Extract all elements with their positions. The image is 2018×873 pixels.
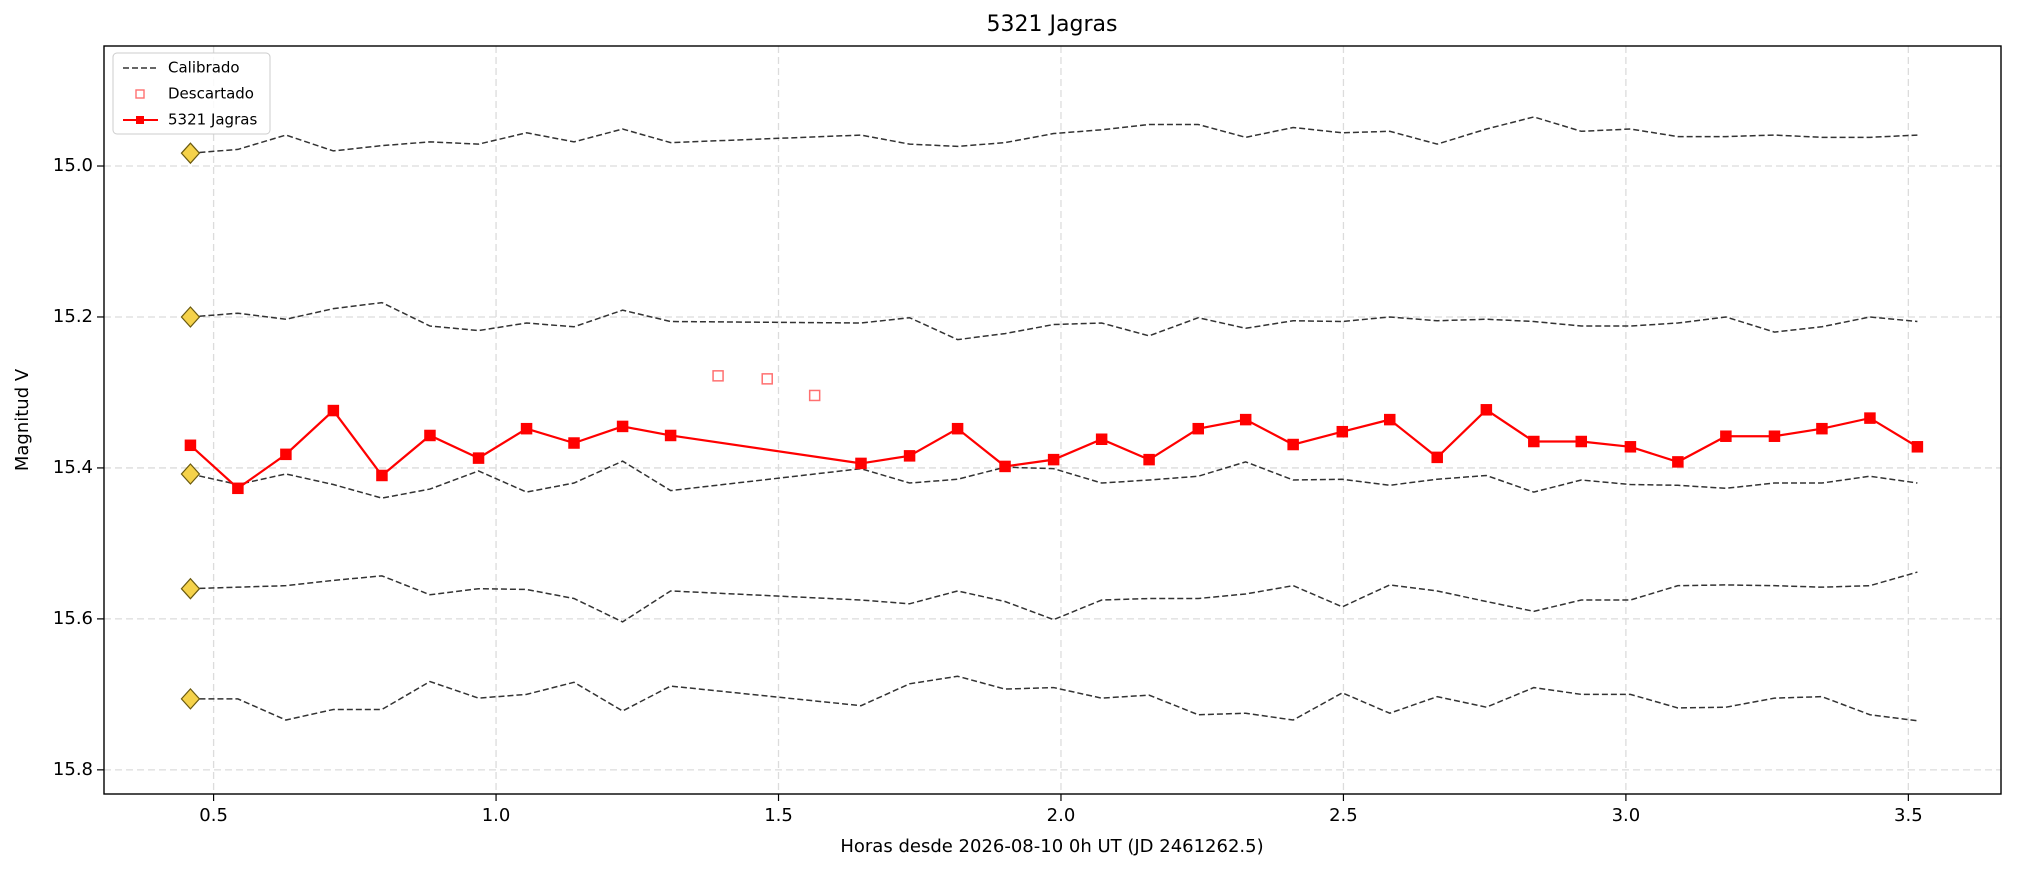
comparison-line xyxy=(190,301,1918,341)
x-axis-label: Horas desde 2026-08-10 0h UT (JD 2461262… xyxy=(840,836,1263,857)
target-point xyxy=(1816,422,1828,435)
comparison-line xyxy=(190,675,1918,722)
target-point xyxy=(1624,441,1637,453)
target-point xyxy=(664,429,677,442)
target-point xyxy=(1575,435,1588,448)
target-point xyxy=(616,420,629,433)
target-point xyxy=(1480,404,1493,416)
x-tick-label: 2.0 xyxy=(1047,805,1076,826)
target-point xyxy=(1864,412,1876,424)
target-point xyxy=(568,437,580,449)
target-point xyxy=(1336,425,1349,438)
x-tick-label: 0.5 xyxy=(199,805,228,826)
target-point xyxy=(951,422,964,435)
legend-swatch xyxy=(136,116,144,124)
y-tick-label: 15.2 xyxy=(53,306,93,327)
comparison-line xyxy=(190,460,1918,499)
legend-label: Descartado xyxy=(168,85,254,103)
comparison-start-marker xyxy=(180,687,201,710)
comparison-line xyxy=(190,571,1918,623)
target-point xyxy=(1047,453,1060,466)
discarded-point xyxy=(808,389,821,402)
target-point xyxy=(1192,422,1204,435)
discarded-point xyxy=(712,370,724,382)
target-point xyxy=(1720,430,1732,442)
comparison-start-marker xyxy=(180,142,201,165)
target-point xyxy=(327,404,340,417)
x-tick-label: 2.5 xyxy=(1329,805,1358,826)
target-point xyxy=(1431,451,1443,464)
target-point xyxy=(1528,435,1540,448)
target-point xyxy=(472,452,485,464)
target-point xyxy=(999,460,1011,473)
plot-frame xyxy=(103,45,2002,795)
target-point xyxy=(424,429,436,442)
comparison-start-marker xyxy=(180,306,201,328)
discarded-point xyxy=(761,373,773,385)
target-point xyxy=(1911,441,1924,453)
y-axis-label: Magnitud V xyxy=(12,368,33,471)
target-point xyxy=(280,448,292,461)
comparison-line xyxy=(190,116,1918,154)
target-point xyxy=(376,469,388,482)
target-point xyxy=(1095,433,1108,445)
target-point xyxy=(1384,413,1396,426)
y-tick-label: 15.4 xyxy=(53,457,93,478)
target-point xyxy=(520,422,533,435)
target-point xyxy=(1143,453,1155,466)
y-tick-label: 15.8 xyxy=(53,759,93,780)
target-point xyxy=(232,482,244,495)
legend-box xyxy=(112,52,271,135)
x-tick-label: 3.5 xyxy=(1894,805,1923,826)
target-point xyxy=(1768,430,1781,442)
target-point xyxy=(855,457,867,470)
comparison-start-marker xyxy=(180,463,201,485)
legend-label: 5321 Jagras xyxy=(168,111,257,129)
target-point xyxy=(1239,413,1252,426)
target-point xyxy=(1287,438,1299,451)
comparison-start-marker xyxy=(180,577,201,600)
target-line xyxy=(189,408,1918,490)
y-tick-label: 15.0 xyxy=(53,155,93,176)
target-point xyxy=(1672,456,1684,468)
legend-label: Calibrado xyxy=(168,59,240,77)
x-tick-label: 1.0 xyxy=(482,805,511,826)
x-tick-label: 3.0 xyxy=(1612,805,1641,826)
legend-swatch xyxy=(135,89,145,99)
chart-title: 5321 Jagras xyxy=(987,12,1118,37)
target-point xyxy=(903,450,916,462)
target-point xyxy=(184,439,197,452)
y-tick-label: 15.6 xyxy=(53,608,93,629)
x-tick-label: 1.5 xyxy=(764,805,793,826)
